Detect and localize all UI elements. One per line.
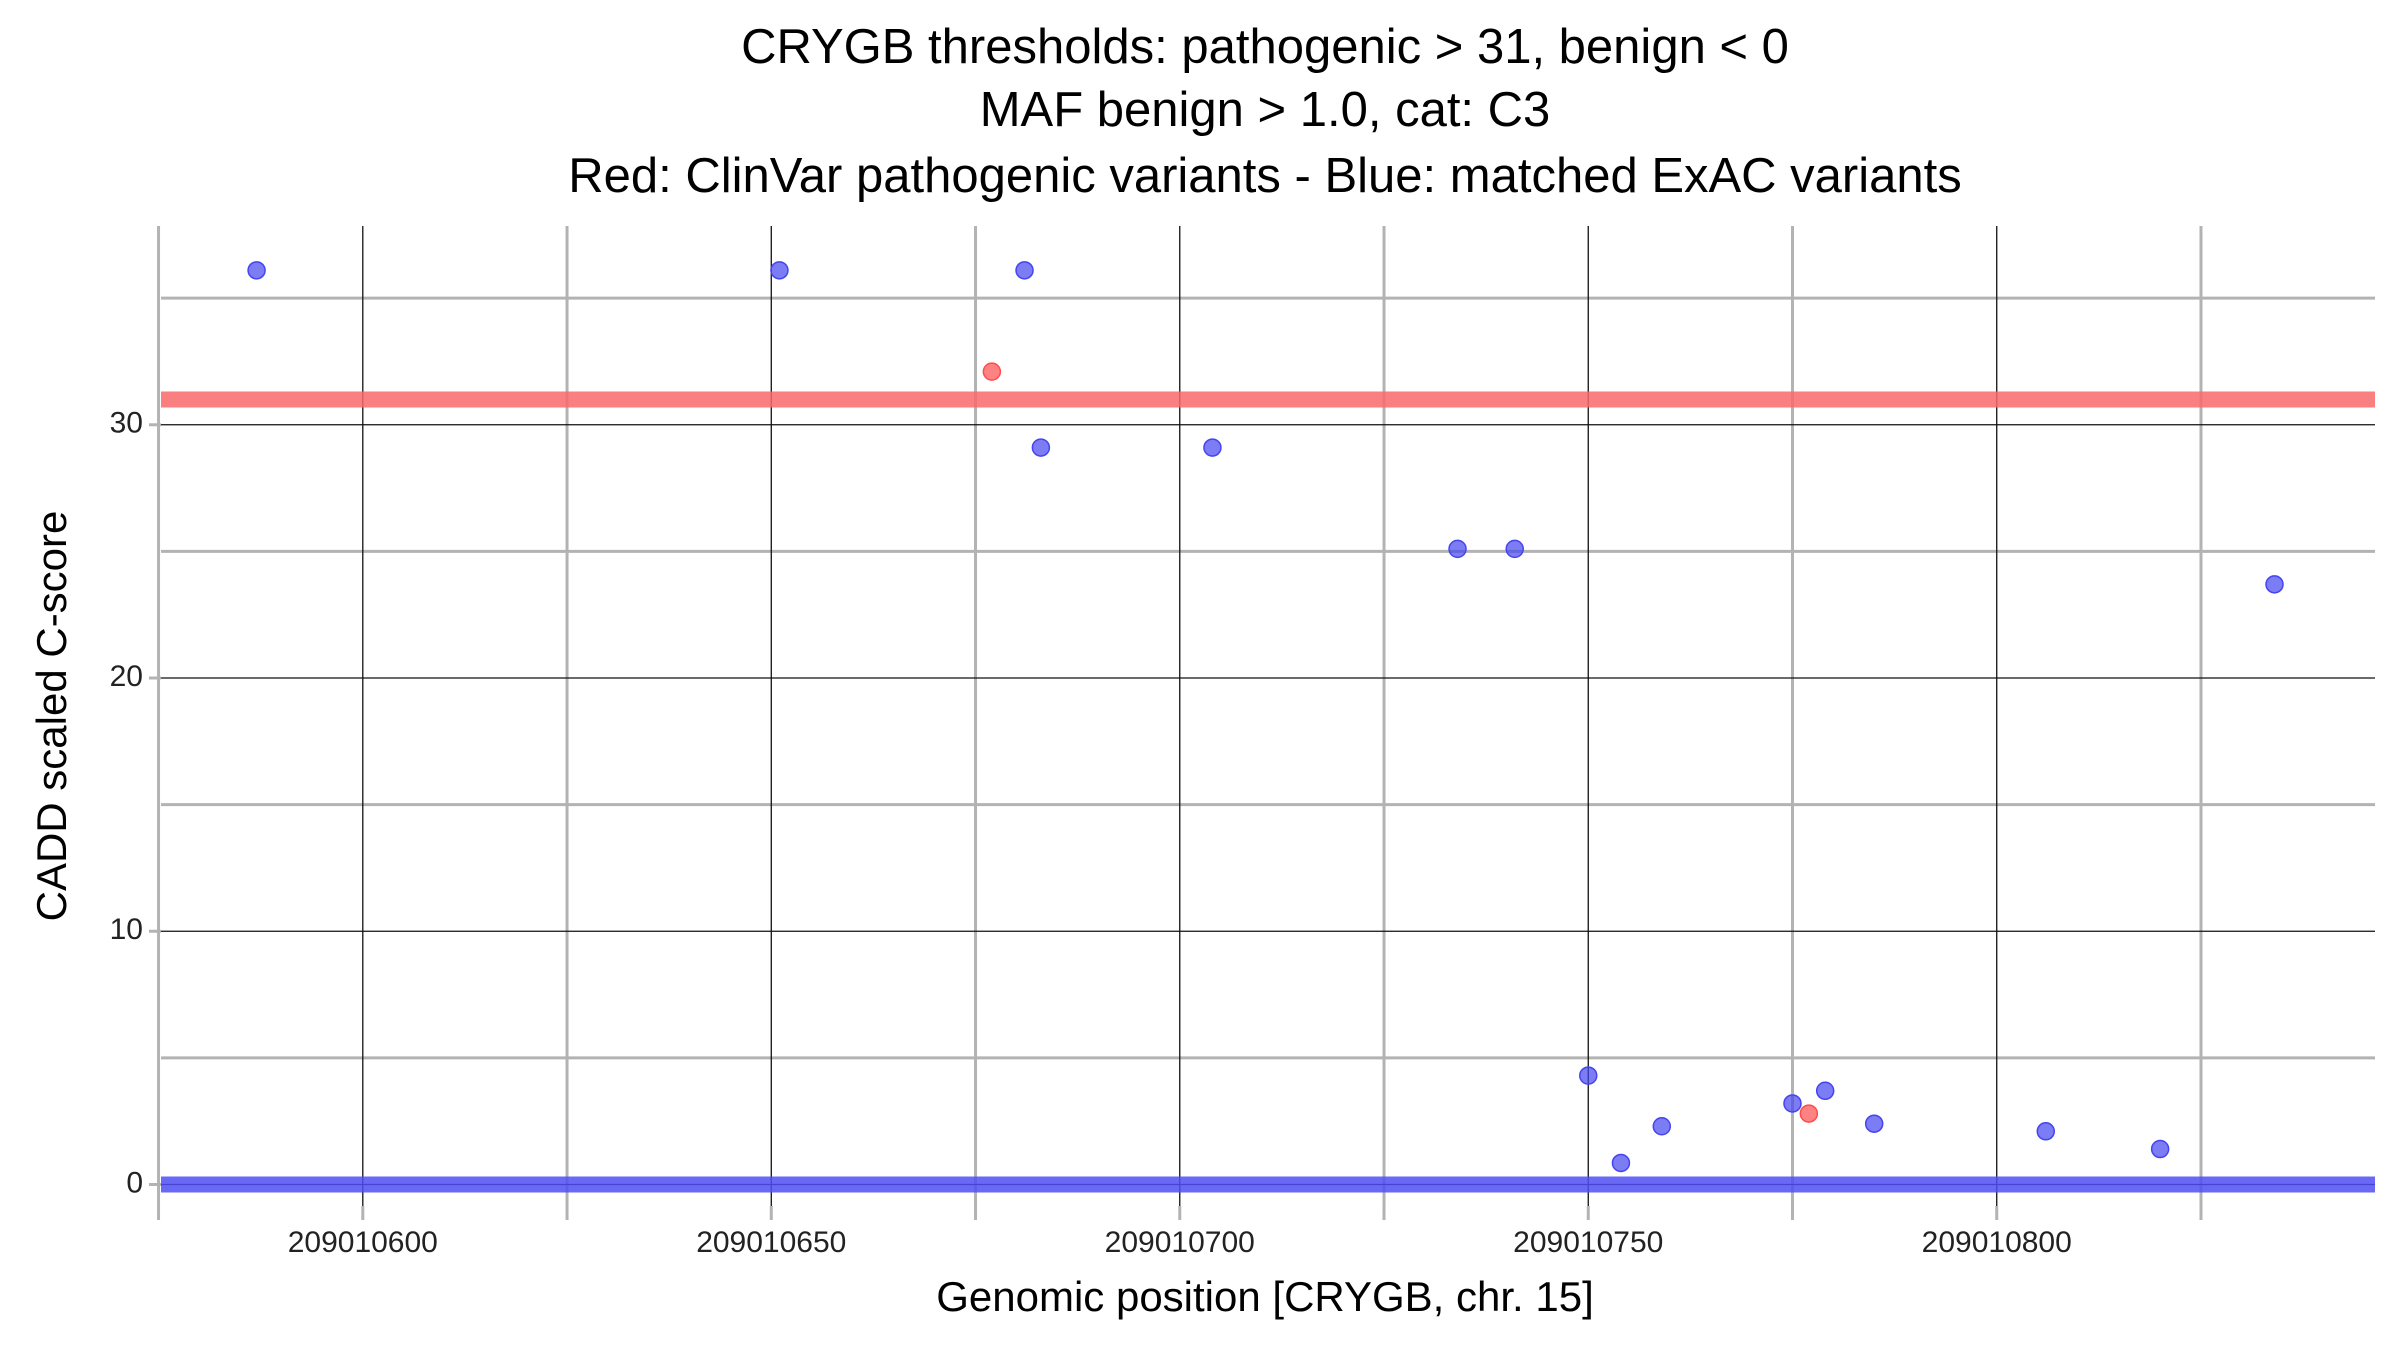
point xyxy=(982,362,1002,381)
y-tick-label: 10 xyxy=(110,913,143,946)
point xyxy=(1031,438,1051,457)
y-axis-title: CADD scaled C-score xyxy=(28,511,75,922)
point xyxy=(1448,539,1467,559)
point xyxy=(770,261,789,280)
point xyxy=(1783,1094,1802,1113)
y-tick-label: 20 xyxy=(110,660,143,693)
point xyxy=(2036,1122,2056,1141)
x-tick-label: 209010700 xyxy=(1105,1226,1255,1259)
point xyxy=(1579,1066,1598,1085)
y-tick-label: 0 xyxy=(126,1166,143,1199)
point xyxy=(2265,575,2284,594)
point xyxy=(1611,1153,1631,1173)
x-axis-title: Genomic position [CRYGB, chr. 15] xyxy=(936,1273,1594,1320)
point xyxy=(1203,438,1222,457)
chart-title: Red: ClinVar pathogenic variants - Blue:… xyxy=(568,149,1962,203)
grid: 0 10 20 30 209010600 209010650 209010700 209010… xyxy=(110,226,2375,1259)
point xyxy=(1652,1116,1672,1136)
x-tick-label: 209010750 xyxy=(1513,1226,1663,1259)
y-tick-label: 30 xyxy=(110,407,143,440)
point xyxy=(247,261,266,280)
x-tick-label: 209010600 xyxy=(288,1226,438,1259)
chart-title: MAF benign > 1.0, cat: C3 xyxy=(980,83,1551,137)
chart-title: CRYGB thresholds: pathogenic > 31, benig… xyxy=(741,20,1789,74)
point xyxy=(2150,1139,2170,1159)
point xyxy=(1815,1081,1835,1101)
point xyxy=(1015,261,1034,280)
point xyxy=(1505,539,1524,559)
point xyxy=(1799,1104,1819,1123)
x-tick-label: 209010650 xyxy=(696,1226,846,1259)
x-tick-label: 209010800 xyxy=(1922,1226,2072,1259)
marks xyxy=(161,261,2375,1193)
point xyxy=(1864,1114,1884,1133)
